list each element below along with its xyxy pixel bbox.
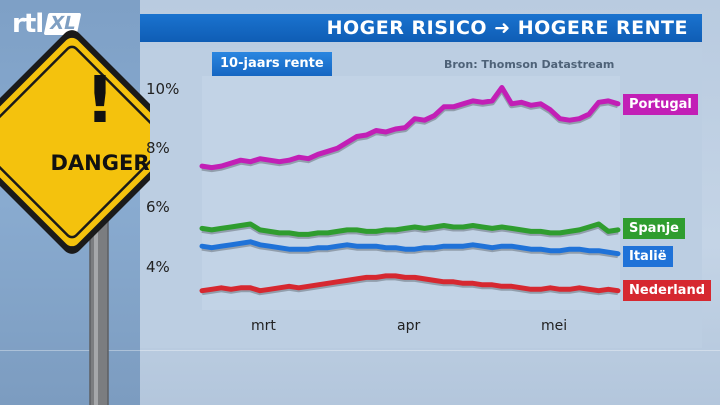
x-tick-label: apr <box>397 318 421 334</box>
series-line-nederland <box>199 273 621 294</box>
y-tick-label: 6% <box>146 198 170 216</box>
y-tick-label: 8% <box>146 139 170 157</box>
background-stripe <box>0 350 720 351</box>
danger-sign-icon: ! DANGER <box>0 30 150 405</box>
series-label-spanje: Spanje <box>623 218 685 239</box>
chart-title: 10-jaars rente <box>212 52 332 76</box>
title-bar: HOGER RISICO ➜ HOGERE RENTE <box>140 14 702 42</box>
y-tick-label: 10% <box>146 80 180 98</box>
sign-exclamation: ! <box>85 64 114 138</box>
x-tick-label: mrt <box>251 318 276 334</box>
chart-source: Bron: Thomson Datastream <box>444 58 615 71</box>
sign-inner-border <box>0 45 150 239</box>
series-label-nederland: Nederland <box>623 280 712 301</box>
sign-face <box>0 37 150 247</box>
series-layer <box>199 85 621 296</box>
series-label-portugal: Portugal <box>623 94 698 115</box>
series-line-portugal <box>199 85 621 171</box>
rtl-xl-logo: rtl XL <box>12 9 82 39</box>
x-tick-label: mei <box>541 318 568 334</box>
series-line-spanje <box>199 221 621 237</box>
series-line-itali <box>199 239 621 257</box>
logo-rtl-text: rtl <box>12 9 44 39</box>
sign-danger-text: DANGER <box>50 151 149 175</box>
y-tick-label: 4% <box>146 258 170 276</box>
plot-area <box>202 76 620 310</box>
sign-post-highlight <box>94 215 98 405</box>
series-label-italie: Italië <box>623 246 673 267</box>
page-title: HOGER RISICO ➜ HOGERE RENTE <box>326 17 688 39</box>
